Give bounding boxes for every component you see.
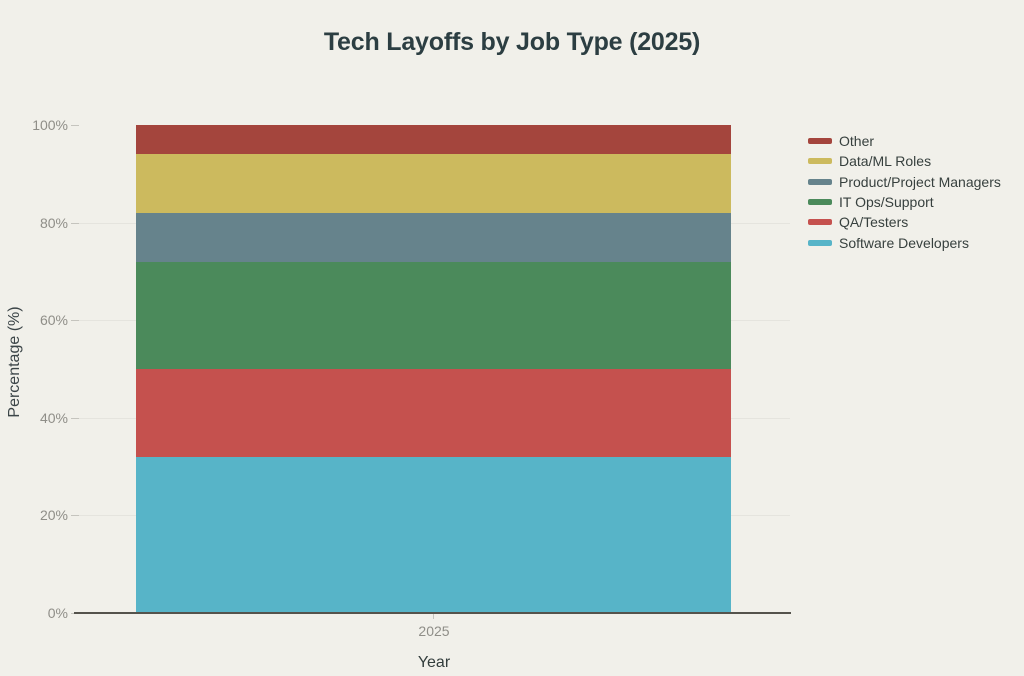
legend-label-software-developers: Software Developers [839,234,969,251]
legend-swatch-other [808,138,832,145]
legend-label-it-ops-support: IT Ops/Support [839,194,934,211]
y-tick-label-60: 60% [39,312,68,329]
legend-swatch-qa-testers [808,219,832,226]
legend-label-qa-testers: QA/Testers [839,214,909,231]
bar-segment-it-ops-support[interactable] [136,261,731,369]
legend-swatch-it-ops-support [808,199,832,206]
legend: Other Data/ML Roles Product/Project Manage… [808,131,1001,253]
bar-segment-qa-testers[interactable] [136,369,731,457]
legend-item-data-ml-roles[interactable]: Data/ML Roles [808,151,1001,171]
y-tick-mark-40 [71,417,79,419]
legend-swatch-data-ml-roles [808,158,832,165]
legend-item-qa-testers[interactable]: QA/Testers [808,212,1001,232]
legend-label-product-project-managers: Product/Project Managers [839,173,1001,190]
y-tick-label-40: 40% [39,409,68,426]
y-tick-mark-60 [71,320,79,322]
bar-segment-product-project-managers[interactable] [136,212,731,262]
y-tick-label-20: 20% [39,507,68,524]
y-tick-mark-100 [71,125,79,126]
y-tick-mark-20 [71,515,79,517]
x-axis-title: Year [417,654,451,671]
legend-item-product-project-managers[interactable]: Product/Project Managers [808,172,1001,192]
y-tick-mark-80 [71,222,79,224]
legend-item-it-ops-support[interactable]: IT Ops/Support [808,192,1001,212]
x-axis-line [74,612,791,614]
x-tick-mark [433,614,434,619]
legend-label-data-ml-roles: Data/ML Roles [839,153,932,170]
legend-item-software-developers[interactable]: Software Developers [808,232,1001,252]
y-tick-label-0: 0% [47,605,68,621]
y-tick-label-80: 80% [39,214,68,231]
legend-label-other: Other [839,133,875,150]
x-tick-label: 2025 [418,623,450,639]
bar-segment-software-developers[interactable] [136,456,731,613]
y-tick-label-100: 100% [32,117,68,133]
legend-swatch-product-project-managers [808,178,832,185]
legend-item-other[interactable]: Other [808,131,1001,151]
legend-swatch-software-developers [808,239,832,246]
plot-area [77,125,790,613]
chart-title: Tech Layoffs by Job Type (2025) [323,28,701,56]
bar-segment-data-ml-roles[interactable] [136,154,731,213]
bar-segment-other[interactable] [136,125,731,155]
